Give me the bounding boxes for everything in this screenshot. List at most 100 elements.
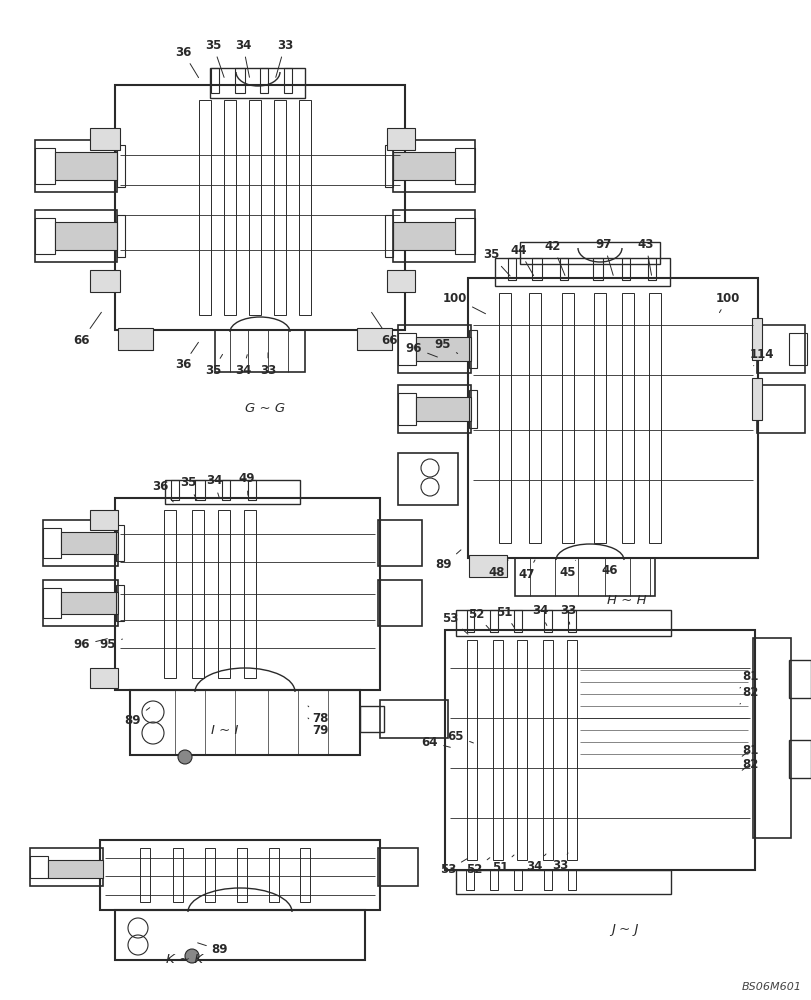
Text: 100: 100 <box>715 292 740 313</box>
Bar <box>647 258 655 280</box>
Bar <box>454 148 474 184</box>
Bar <box>621 293 633 543</box>
Text: 35: 35 <box>179 477 196 500</box>
Bar <box>621 258 629 280</box>
Bar <box>788 660 810 698</box>
Text: 66: 66 <box>74 312 101 347</box>
Text: 96: 96 <box>74 639 107 652</box>
Bar <box>514 558 654 596</box>
Bar <box>378 520 422 566</box>
Bar <box>513 610 521 632</box>
Bar <box>751 318 761 360</box>
Bar <box>568 870 575 890</box>
Text: 42: 42 <box>544 239 564 275</box>
Bar <box>397 333 415 365</box>
Text: 45: 45 <box>559 560 576 578</box>
Bar <box>648 293 660 543</box>
Bar <box>195 480 204 500</box>
Bar <box>397 453 457 505</box>
Text: 43: 43 <box>637 237 654 275</box>
Bar <box>489 610 497 632</box>
Bar <box>513 870 521 890</box>
Text: 35: 35 <box>483 248 509 276</box>
Text: 100: 100 <box>442 292 485 314</box>
Text: 33: 33 <box>276 39 293 77</box>
Bar <box>469 390 476 428</box>
Bar <box>592 258 603 280</box>
Bar <box>164 510 176 678</box>
Bar <box>61 532 118 554</box>
Bar <box>561 293 573 543</box>
Bar <box>90 270 120 292</box>
Text: 97: 97 <box>595 237 612 275</box>
Bar <box>466 870 474 890</box>
Bar <box>116 585 124 621</box>
Bar <box>48 860 103 878</box>
Bar <box>43 520 118 566</box>
Text: J ~ J: J ~ J <box>611 923 638 936</box>
Bar <box>469 555 506 577</box>
Bar <box>359 706 384 732</box>
Text: 36: 36 <box>152 480 173 502</box>
Text: 34: 34 <box>526 854 545 874</box>
Text: 66: 66 <box>371 312 397 347</box>
Text: 46: 46 <box>601 558 617 576</box>
Bar <box>415 397 470 421</box>
Bar <box>116 525 124 561</box>
Bar <box>752 638 790 838</box>
Bar <box>543 870 551 890</box>
Text: 51: 51 <box>491 855 513 874</box>
Text: 114: 114 <box>749 348 774 366</box>
Bar <box>519 242 659 264</box>
Bar <box>466 610 474 632</box>
Bar <box>284 68 292 93</box>
Bar <box>393 152 454 180</box>
Bar <box>299 848 310 902</box>
Text: 34: 34 <box>205 475 222 497</box>
Bar <box>387 128 414 150</box>
Bar <box>378 580 422 626</box>
Bar <box>543 610 551 632</box>
Bar <box>508 258 515 280</box>
Bar <box>35 210 117 262</box>
Bar <box>268 848 279 902</box>
Text: 81: 81 <box>741 744 757 756</box>
Bar <box>224 100 236 315</box>
Bar <box>456 870 670 894</box>
Bar <box>384 145 393 187</box>
Text: 33: 33 <box>551 853 568 872</box>
Text: 34: 34 <box>531 604 547 625</box>
Text: 89: 89 <box>197 943 228 956</box>
Bar <box>90 510 118 530</box>
Bar <box>43 580 118 626</box>
Bar <box>90 128 120 150</box>
Bar <box>215 330 305 372</box>
Bar <box>560 258 568 280</box>
Text: 96: 96 <box>406 342 437 357</box>
Bar <box>788 333 806 365</box>
Text: BS06M601: BS06M601 <box>741 982 801 992</box>
Bar <box>467 278 757 558</box>
Text: 89: 89 <box>125 708 149 726</box>
Bar <box>165 480 299 504</box>
Bar <box>788 740 810 778</box>
Bar <box>387 270 414 292</box>
Bar <box>173 848 182 902</box>
Bar <box>199 100 211 315</box>
Bar <box>415 337 470 361</box>
Bar <box>466 640 476 860</box>
Bar <box>454 218 474 254</box>
Text: 34: 34 <box>234 39 251 77</box>
Bar <box>243 510 255 678</box>
Bar <box>139 848 150 902</box>
Bar <box>566 640 577 860</box>
Circle shape <box>178 750 191 764</box>
Bar <box>35 140 117 192</box>
Text: 53: 53 <box>440 858 467 876</box>
Text: 95: 95 <box>100 639 122 652</box>
Text: 81: 81 <box>739 670 757 688</box>
Text: G ~ G: G ~ G <box>245 401 285 414</box>
Bar <box>397 385 470 433</box>
Bar <box>380 700 448 738</box>
Text: 33: 33 <box>560 603 576 624</box>
